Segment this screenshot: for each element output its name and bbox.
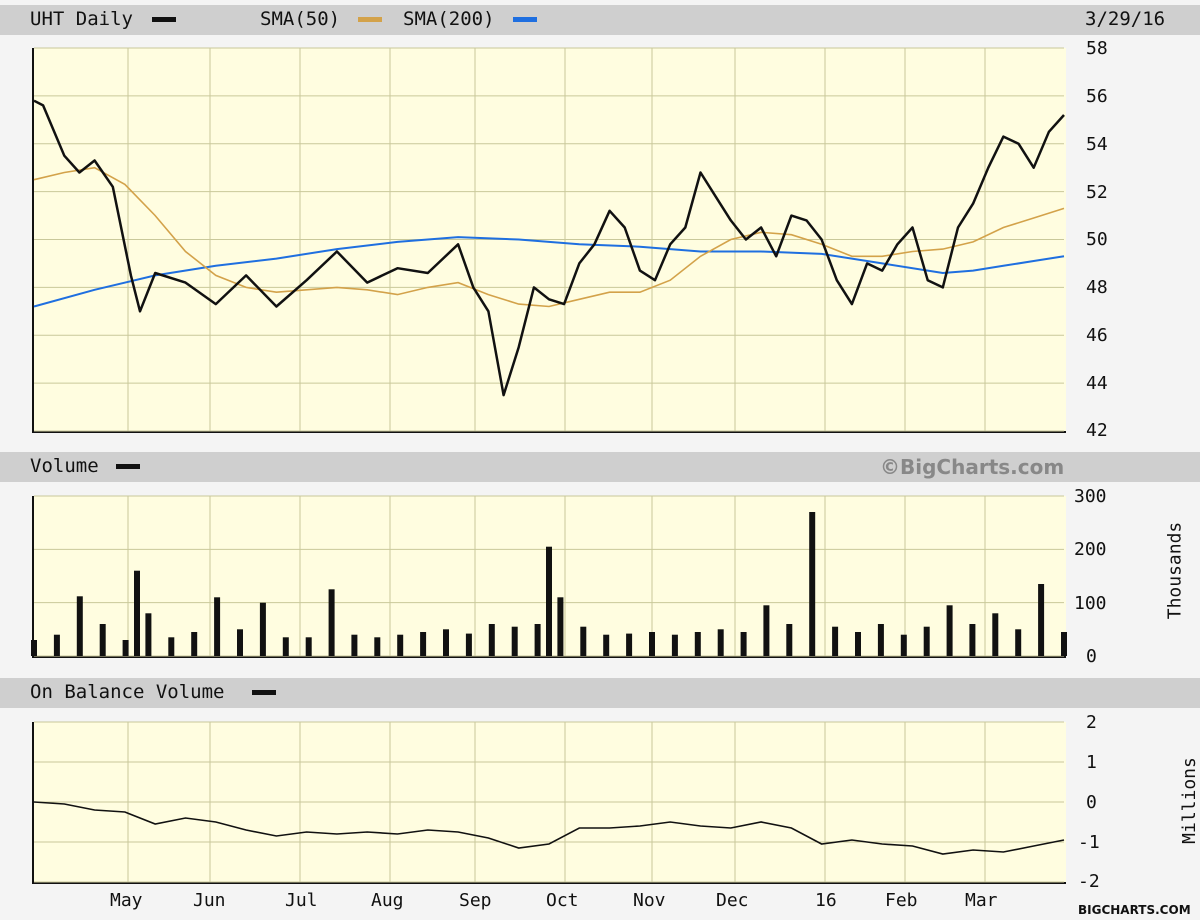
price-tick-50: 50 — [1086, 229, 1108, 250]
volume-bar-10 — [237, 629, 243, 656]
volume-bar-15 — [351, 634, 358, 656]
volume-bar-37 — [832, 626, 839, 656]
x-label-feb: Feb — [885, 890, 918, 911]
price-tick-56: 56 — [1086, 86, 1108, 107]
price-tick-58: 58 — [1086, 38, 1108, 59]
volume-title: Volume — [30, 455, 99, 477]
obv-tick-minus2: -2 — [1078, 871, 1100, 892]
price-tick-44: 44 — [1086, 373, 1108, 394]
obv-tick-0: 0 — [1086, 792, 1097, 813]
volume-bar-8 — [191, 632, 198, 656]
volume-bar-17 — [397, 634, 404, 656]
obv-legend-swatch — [252, 690, 276, 695]
volume-bar-2 — [76, 596, 83, 656]
volume-bar-28 — [626, 633, 633, 656]
sma200-line — [33, 236, 1065, 308]
x-label-jun: Jun — [193, 890, 226, 911]
sma50-legend-label: SMA(50) — [260, 8, 341, 30]
price-tick-46: 46 — [1086, 325, 1108, 346]
sma200-legend-swatch — [513, 17, 537, 22]
x-label-may: May — [110, 890, 143, 911]
sma200-legend-label: SMA(200) — [403, 8, 495, 30]
volume-bar-27 — [603, 634, 610, 656]
volume-bar-3 — [99, 624, 106, 656]
obv-header-band — [0, 678, 1200, 708]
volume-bar-31 — [694, 632, 701, 656]
volume-header-band — [0, 452, 1200, 482]
volume-bar-39 — [877, 624, 884, 656]
volume-legend-swatch — [116, 464, 140, 469]
price-tick-52: 52 — [1086, 182, 1108, 203]
volume-tick-200: 200 — [1074, 539, 1107, 560]
x-label-nov: Nov — [633, 890, 666, 911]
volume-bar-22 — [511, 626, 518, 656]
obv-tick-2: 2 — [1086, 712, 1097, 733]
volume-bar-13 — [305, 637, 312, 656]
volume-bar-29 — [649, 632, 655, 656]
volume-bar-12 — [282, 637, 289, 656]
volume-bar-7 — [168, 637, 175, 656]
volume-bar-4 — [122, 640, 129, 656]
volume-bar-24 — [546, 546, 552, 656]
volume-bar-40 — [900, 634, 907, 656]
volume-bar-44 — [992, 613, 999, 656]
volume-bar-45 — [1015, 629, 1022, 656]
volume-bar-1 — [53, 634, 60, 656]
volume-bar-35 — [786, 624, 793, 656]
volume-tick-300: 300 — [1074, 486, 1107, 507]
obv-tick-1: 1 — [1086, 752, 1097, 773]
price-tick-54: 54 — [1086, 134, 1108, 155]
x-label-dec: Dec — [716, 890, 749, 911]
volume-bar-46 — [1038, 584, 1045, 656]
price-line — [33, 99, 1065, 397]
volume-bar-33 — [740, 632, 747, 656]
volume-tick-100: 100 — [1074, 593, 1107, 614]
volume-bar-32 — [717, 629, 724, 656]
volume-bar-21 — [488, 624, 495, 656]
price-legend-swatch — [152, 17, 176, 22]
volume-bar-20 — [465, 633, 472, 656]
obv-tick-minus1: -1 — [1078, 832, 1100, 853]
price-tick-42: 42 — [1086, 420, 1108, 441]
volume-bar-26 — [580, 626, 587, 656]
volume-bar-16 — [374, 637, 381, 656]
price-header-band — [0, 5, 1200, 35]
volume-bar-11 — [259, 602, 266, 656]
bigcharts-footer: BIGCHARTS.COM — [1078, 903, 1191, 917]
copyright-label: ©BigCharts.com — [880, 455, 1065, 479]
volume-bar-43 — [969, 624, 976, 656]
volume-bar-18 — [420, 632, 427, 656]
volume-bar-5 — [134, 570, 140, 656]
x-label-aug: Aug — [371, 890, 404, 911]
sma50-legend-swatch — [358, 17, 382, 22]
volume-bar-42 — [946, 605, 953, 656]
x-label-16: 16 — [815, 890, 837, 911]
volume-bar-9 — [214, 597, 221, 656]
volume-bar-34 — [763, 605, 770, 656]
volume-bar-19 — [443, 629, 449, 656]
volume-bar-6 — [145, 613, 152, 656]
volume-bar-14 — [328, 589, 335, 656]
volume-bar-23 — [534, 624, 541, 656]
volume-tick-0: 0 — [1086, 646, 1097, 667]
volume-bar-47 — [1061, 632, 1067, 656]
volume-bar-25 — [557, 597, 564, 656]
volume-bar-36 — [809, 512, 816, 656]
x-label-sep: Sep — [459, 890, 492, 911]
price-tick-48: 48 — [1086, 277, 1108, 298]
obv-panel — [32, 722, 1066, 884]
chart-date: 3/29/16 — [1085, 8, 1166, 30]
price-panel — [32, 48, 1066, 433]
volume-bar-0 — [31, 640, 37, 656]
x-label-jul: Jul — [285, 890, 318, 911]
volume-bar-41 — [923, 626, 930, 656]
obv-line — [33, 801, 1065, 855]
x-label-oct: Oct — [546, 890, 579, 911]
x-label-mar: Mar — [965, 890, 998, 911]
obv-title: On Balance Volume — [30, 681, 225, 703]
volume-bar-30 — [671, 634, 678, 656]
volume-bar-38 — [855, 632, 861, 656]
price-title: UHT Daily — [30, 8, 133, 30]
